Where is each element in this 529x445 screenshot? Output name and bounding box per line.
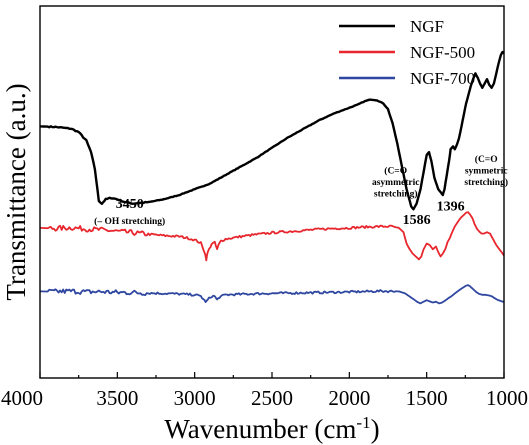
legend-label-ngf-500: NGF-500 xyxy=(410,43,475,62)
x-axis-title-sup: -1 xyxy=(356,413,370,432)
annotation-a3450-num: 3450 xyxy=(116,197,144,212)
annotation-sym-l3: stretching) xyxy=(464,177,508,188)
tick-layer: 4000 3500 3000 2500 2000 1500 1000 xyxy=(1,372,528,410)
x-axis-title: Wavenumber (cm-1) xyxy=(164,413,379,444)
x-tick-label-1000: 1000 xyxy=(486,386,528,410)
series-line-ngf-500 xyxy=(40,211,505,262)
x-tick-label-1500: 1500 xyxy=(406,386,448,410)
series-layer xyxy=(40,50,505,305)
annotation-sym-l2: symmetric xyxy=(465,167,508,177)
x-axis-title-main: Wavenumber (cm xyxy=(164,414,356,444)
legend-label-ngf: NGF xyxy=(410,17,444,36)
series-line-ngf-700 xyxy=(40,284,505,305)
x-tick-label-3000: 3000 xyxy=(174,386,216,410)
x-tick-label-3500: 3500 xyxy=(96,386,138,410)
x-axis-title-close: ) xyxy=(371,414,380,444)
annotation-a3450-desc: (– OH stretching) xyxy=(94,216,165,227)
annotation-asym-l1: (C=O xyxy=(384,166,407,177)
annotation-asym-l2: asymmetric xyxy=(372,178,419,188)
x-tick-label-2500: 2500 xyxy=(251,386,293,410)
x-tick-label-4000: 4000 xyxy=(1,386,43,410)
legend: NGF NGF-500 NGF-700 xyxy=(339,17,475,88)
annotation-asym-l3: stretching) xyxy=(374,188,418,199)
series-line-ngf xyxy=(40,50,505,211)
annotation-a1586-num: 1586 xyxy=(403,213,431,228)
x-tick-label-2000: 2000 xyxy=(328,386,370,410)
legend-label-ngf-700: NGF-700 xyxy=(410,69,475,88)
annotation-a1396-num: 1396 xyxy=(437,200,465,215)
annotation-layer: 3450(– OH stretching) 15861396(C=Oasymmet… xyxy=(94,154,508,228)
annotation-sym-l1: (C=O xyxy=(475,154,498,165)
y-axis-title: Transmittance (a.u.) xyxy=(1,83,31,300)
